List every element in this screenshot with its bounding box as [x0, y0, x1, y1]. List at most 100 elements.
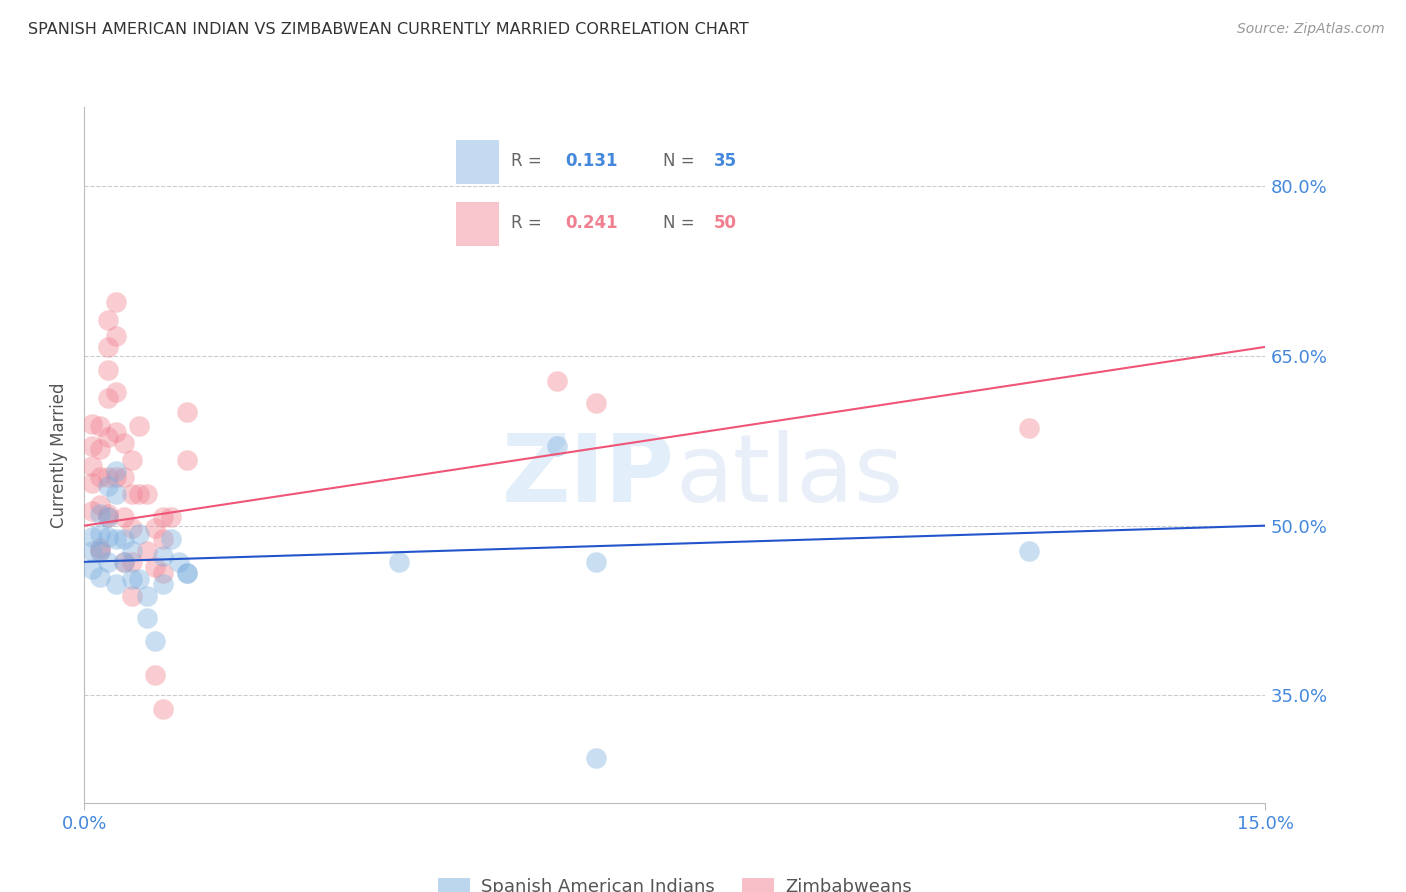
Point	[121, 521, 143, 535]
Point	[89, 442, 111, 456]
Text: ZIP: ZIP	[502, 430, 675, 522]
Point	[152, 532, 174, 546]
Point	[104, 385, 127, 400]
Point	[128, 487, 150, 501]
Point	[136, 543, 159, 558]
Point	[112, 555, 135, 569]
Point	[97, 509, 120, 524]
Point	[152, 566, 174, 581]
Point	[82, 530, 104, 544]
Point	[128, 419, 150, 434]
Point	[585, 555, 607, 569]
Point	[160, 532, 183, 546]
Point	[136, 611, 159, 625]
Point	[112, 555, 135, 569]
Point	[121, 555, 143, 569]
Point	[112, 470, 135, 484]
Point	[89, 419, 111, 434]
FancyBboxPatch shape	[457, 202, 499, 246]
Point	[121, 589, 143, 603]
Point	[167, 555, 190, 569]
Text: R =: R =	[510, 214, 541, 232]
Point	[82, 543, 104, 558]
Point	[112, 532, 135, 546]
Point	[97, 509, 120, 524]
Point	[585, 750, 607, 764]
Point	[97, 362, 120, 376]
Point	[82, 475, 104, 490]
Text: 35: 35	[714, 152, 737, 169]
Point	[104, 470, 127, 484]
Text: Source: ZipAtlas.com: Source: ZipAtlas.com	[1237, 22, 1385, 37]
Point	[143, 634, 166, 648]
Point	[121, 453, 143, 467]
Point	[585, 396, 607, 410]
Point	[97, 555, 120, 569]
Point	[112, 436, 135, 450]
Point	[97, 508, 120, 522]
Point	[152, 577, 174, 591]
Point	[128, 572, 150, 586]
Point	[104, 328, 127, 343]
Point	[104, 425, 127, 439]
Point	[143, 521, 166, 535]
Point	[104, 577, 127, 591]
Point	[104, 532, 127, 546]
Point	[152, 549, 174, 564]
Point	[82, 561, 104, 575]
Point	[82, 504, 104, 518]
Point	[152, 509, 174, 524]
Point	[97, 312, 120, 326]
Text: N =: N =	[664, 152, 695, 169]
Point	[89, 541, 111, 556]
Point	[136, 589, 159, 603]
Point	[89, 498, 111, 512]
Text: 0.241: 0.241	[565, 214, 617, 232]
Point	[152, 702, 174, 716]
Point	[97, 530, 120, 544]
Point	[176, 453, 198, 467]
Point	[128, 526, 150, 541]
Point	[89, 470, 111, 484]
Point	[388, 555, 411, 569]
Point	[121, 572, 143, 586]
Point	[89, 526, 111, 541]
Text: N =: N =	[664, 214, 695, 232]
Point	[82, 417, 104, 431]
Text: R =: R =	[510, 152, 541, 169]
Point	[104, 487, 127, 501]
Point	[176, 566, 198, 581]
Text: 0.131: 0.131	[565, 152, 617, 169]
Point	[104, 464, 127, 478]
Point	[89, 508, 111, 522]
FancyBboxPatch shape	[457, 140, 499, 184]
Point	[546, 374, 568, 388]
Text: atlas: atlas	[675, 430, 903, 522]
Point	[176, 405, 198, 419]
Point	[97, 430, 120, 444]
Point	[89, 543, 111, 558]
Y-axis label: Currently Married: Currently Married	[51, 382, 69, 528]
Point	[97, 391, 120, 405]
Point	[104, 294, 127, 309]
Text: SPANISH AMERICAN INDIAN VS ZIMBABWEAN CURRENTLY MARRIED CORRELATION CHART: SPANISH AMERICAN INDIAN VS ZIMBABWEAN CU…	[28, 22, 749, 37]
Text: 50: 50	[714, 214, 737, 232]
Point	[160, 509, 183, 524]
Point	[97, 479, 120, 493]
Point	[143, 668, 166, 682]
Point	[89, 543, 111, 558]
Point	[89, 569, 111, 583]
Point	[97, 340, 120, 354]
Point	[1018, 543, 1040, 558]
Point	[143, 560, 166, 574]
Point	[1018, 421, 1040, 435]
Legend: Spanish American Indians, Zimbabweans: Spanish American Indians, Zimbabweans	[430, 871, 920, 892]
Point	[546, 439, 568, 453]
Point	[176, 566, 198, 581]
Point	[121, 487, 143, 501]
Point	[112, 509, 135, 524]
Point	[136, 487, 159, 501]
Point	[82, 458, 104, 473]
Point	[121, 543, 143, 558]
Point	[82, 439, 104, 453]
